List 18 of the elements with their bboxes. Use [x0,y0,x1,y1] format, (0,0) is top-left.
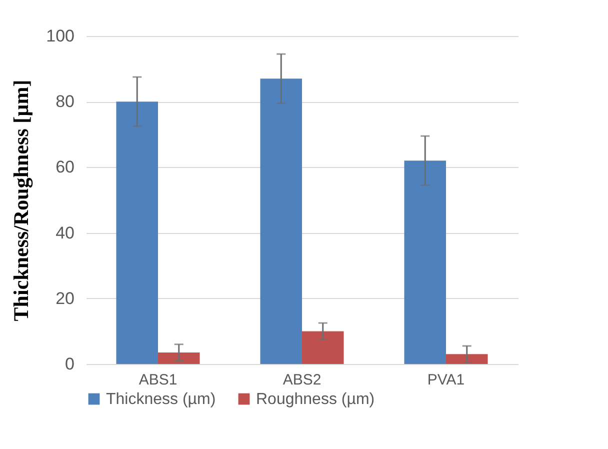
bar [116,102,158,364]
y-tick-label: 60 [56,158,74,177]
bar [446,354,488,364]
y-tick-label: 100 [46,26,74,46]
y-tick-label: 0 [65,354,74,374]
y-tick-label: 40 [56,223,74,242]
x-tick-label: PVA1 [427,372,465,388]
bar [158,352,200,364]
y-tick-label: 80 [56,92,74,112]
y-axis-title: Thickness/Roughness [µm] [9,80,34,322]
bar [404,160,446,364]
x-tick-label: ABS2 [282,372,322,388]
legend-label: Roughness (µm) [256,391,375,408]
legend-label: Thickness (µm) [106,391,216,408]
bar [260,78,302,364]
bar [302,331,344,364]
x-tick-label: ABS1 [138,372,178,388]
y-tick-label: 20 [56,288,74,308]
